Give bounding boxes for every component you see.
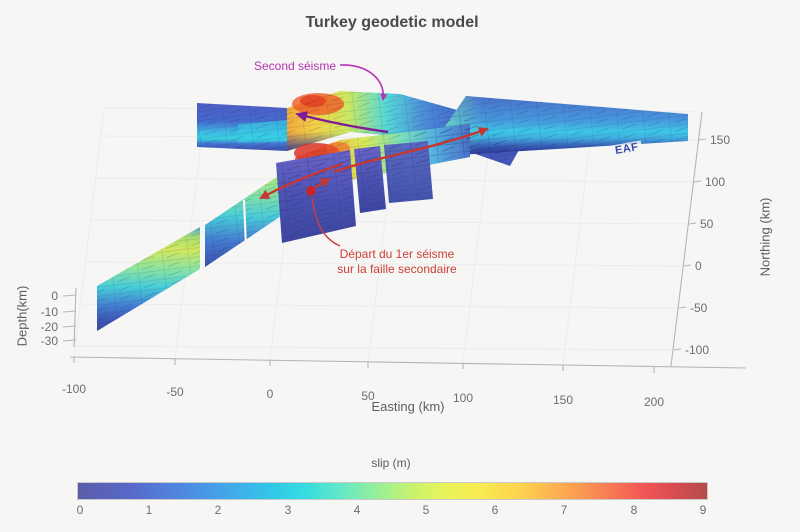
epicenter-dot [306, 186, 316, 196]
epicenter-direction-arrow [313, 177, 331, 189]
easting-tick: 50 [361, 389, 375, 403]
northing-tick: 100 [705, 175, 726, 189]
northing-tick: 0 [695, 259, 702, 273]
easting-tick: 0 [266, 387, 274, 401]
annotation-depart-line1: Départ du 1er séisme [339, 247, 455, 261]
depth-axis [62, 287, 77, 348]
depth-tick: 0 [51, 289, 58, 303]
easting-tick: -100 [61, 382, 87, 396]
northing-axis [670, 111, 707, 367]
depth-tick: -30 [40, 334, 58, 348]
colorbar-tick: 6 [491, 503, 499, 517]
depth-axis-label: Depth(km) [14, 285, 30, 347]
easting-tick: -50 [166, 385, 184, 399]
chart-title: Turkey geodetic model [305, 14, 479, 31]
easting-tick: 200 [643, 395, 665, 409]
colorbar-tick: 7 [560, 503, 568, 517]
colorbar-tick: 9 [699, 503, 707, 517]
colorbar-tick: 4 [353, 503, 361, 517]
northing-tick: -50 [690, 301, 708, 315]
colorbar-tick: 3 [284, 503, 292, 517]
eastward-rupture-arrow [333, 127, 489, 174]
segment-gap-slit [242, 199, 248, 248]
colorbar-label: slip (m) [371, 456, 411, 470]
colorbar-gradient [77, 482, 708, 500]
colorbar-tick: 1 [145, 503, 153, 517]
northing-axis-label: Northing (km) [757, 197, 773, 277]
easting-tick: 100 [452, 391, 474, 405]
easting-axis-label: Easting (km) [371, 399, 445, 414]
colorbar-tick: 5 [422, 503, 430, 517]
colorbar-tick: 2 [214, 503, 222, 517]
annotation-second-seisme: Second séisme [253, 59, 337, 73]
slip-patch-grid-overlay [97, 91, 688, 331]
northing-tick: 150 [710, 133, 731, 147]
southwest-rupture-arrow [259, 162, 343, 200]
northing-tick: 50 [700, 217, 714, 231]
easting-tick: 150 [552, 393, 574, 407]
rupture-arrows [259, 64, 489, 247]
colorbar-tick: 8 [630, 503, 638, 517]
depart-leader-line [311, 196, 341, 247]
depth-tick: -10 [40, 305, 58, 319]
easting-axis [69, 356, 747, 373]
depth-tick: -20 [40, 320, 58, 334]
second-seisme-leader-arrow [339, 64, 388, 101]
westward-rupture-arrow [295, 111, 389, 134]
colorbar-tick: 0 [76, 503, 84, 517]
northing-tick: -100 [685, 343, 710, 357]
annotation-depart-line2: sur la faille secondaire [337, 262, 457, 276]
